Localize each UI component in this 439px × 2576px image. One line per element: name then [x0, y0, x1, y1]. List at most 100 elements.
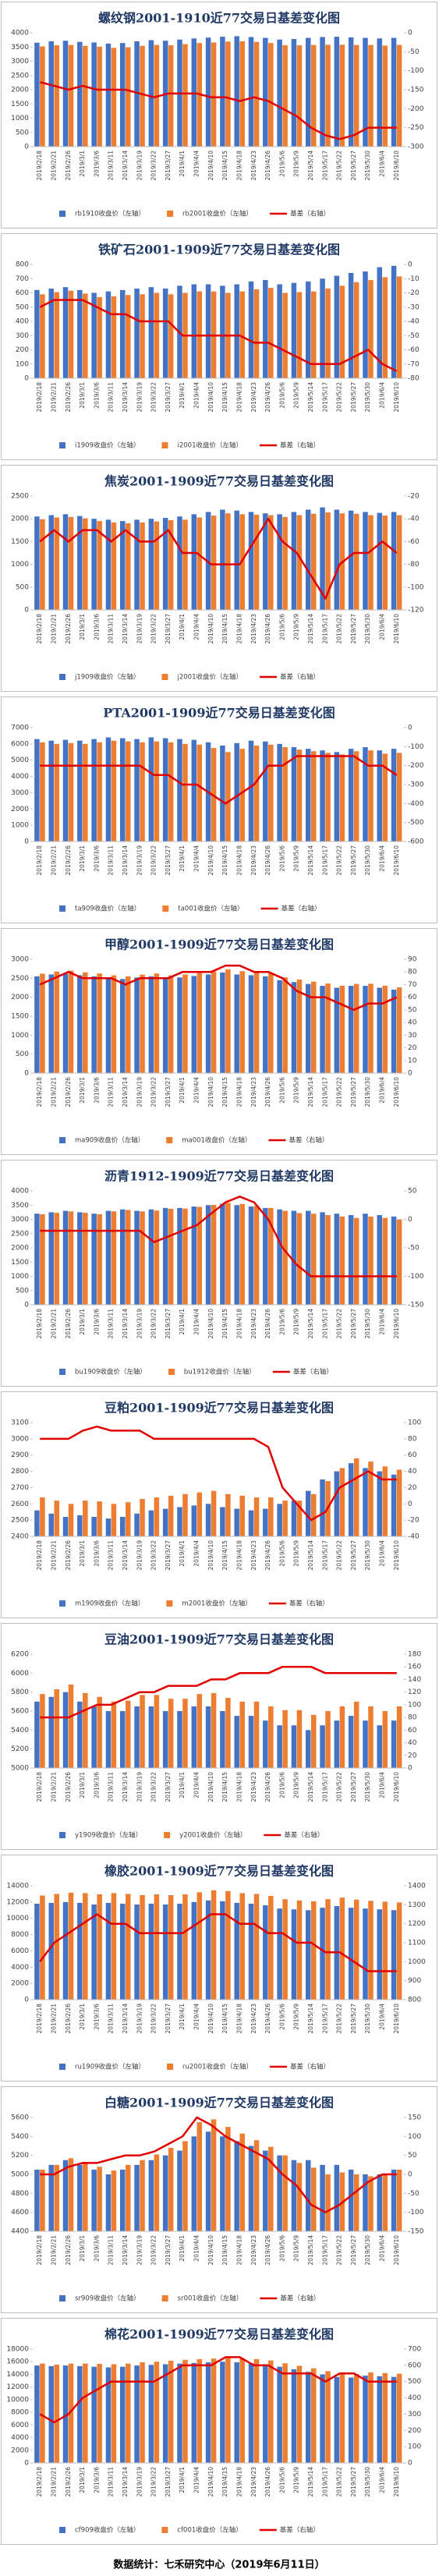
y-tick-label: 0	[24, 838, 29, 846]
y-tick-label: 2900	[11, 1451, 29, 1459]
y-tick-label: 0	[24, 144, 29, 151]
x-tick-label: 2019/4/10	[207, 2004, 214, 2034]
bar	[105, 1711, 112, 1768]
bar	[225, 752, 231, 842]
line	[40, 1196, 397, 1277]
bar	[291, 512, 297, 610]
y2-tick-label: -200	[408, 762, 424, 770]
y2-tick-label: 40	[408, 1468, 417, 1476]
bar	[91, 1904, 97, 2000]
bar	[211, 2358, 217, 2463]
bar	[311, 1214, 317, 1305]
x-tick-label: 2019/3/11	[108, 1540, 115, 1571]
y-tick-label: 4000	[11, 1188, 29, 1196]
bar	[34, 289, 40, 378]
y2-tick-label: -80	[408, 561, 420, 569]
y2-tick-label: -300	[408, 781, 424, 789]
y-tick-label: 4800	[11, 2190, 29, 2198]
bar	[111, 1504, 117, 1536]
bar	[111, 740, 117, 842]
bar	[48, 1696, 54, 1768]
bar	[320, 1725, 325, 1768]
x-tick-label: 2019/2/26	[65, 1077, 72, 1107]
bar	[126, 741, 131, 842]
bar	[54, 1213, 59, 1305]
bar	[83, 1213, 88, 1305]
bar	[334, 2164, 340, 2231]
y-tick-label: 200	[16, 346, 29, 354]
y-tick-label: 14000	[6, 2371, 29, 2379]
bar	[34, 976, 40, 1073]
legend-swatch	[162, 905, 169, 912]
legend-swatch	[59, 1137, 65, 1143]
legend-label: rb1910收盘价（左轴）	[75, 210, 145, 218]
bar	[396, 276, 402, 378]
bar	[334, 37, 340, 147]
bar	[111, 2364, 117, 2463]
bar	[83, 518, 88, 610]
x-tick-label: 2019/3/11	[108, 2235, 115, 2266]
y2-tick-label: -120	[408, 607, 424, 615]
footer: 数据统计：七禾研究中心（2019年6月11日）	[113, 2559, 324, 2571]
x-tick-label: 2019/5/9	[293, 1309, 300, 1335]
bar	[306, 281, 311, 378]
x-tick-label: 2019/3/22	[150, 2467, 158, 2497]
bar	[311, 751, 317, 842]
bar	[296, 1900, 303, 2000]
legend-label: ru1909收盘价（左轴）	[75, 2063, 145, 2071]
bar	[377, 1215, 383, 1305]
y-tick-label: 16000	[6, 2358, 29, 2366]
legend-swatch	[168, 1369, 175, 1375]
y2-tick-label: 600	[408, 2362, 421, 2369]
bar	[239, 291, 245, 378]
bar	[296, 1710, 303, 1768]
bar	[363, 2174, 368, 2231]
bar	[168, 2147, 174, 2231]
y2-tick-label: 0	[408, 1070, 412, 1078]
y-tick-label: 5200	[11, 1745, 29, 1753]
bar	[91, 292, 97, 378]
bar	[68, 970, 74, 1073]
x-tick-label: 2019/5/22	[336, 2235, 343, 2266]
x-tick-label: 2019/3/1	[79, 2004, 86, 2030]
bar	[91, 519, 97, 610]
x-tick-label: 2019/4/23	[250, 2467, 257, 2497]
bar	[396, 44, 402, 147]
x-tick-label: 2019/3/6	[93, 1077, 100, 1104]
x-tick-label: 2019/4/15	[221, 2004, 228, 2034]
y2-tick-label: -150	[408, 87, 424, 94]
bar	[320, 1212, 325, 1305]
bar	[111, 975, 117, 1073]
y-tick-label: 500	[16, 583, 29, 591]
x-tick-label: 2019/5/14	[307, 2235, 314, 2266]
bar	[320, 1479, 325, 1536]
bar	[162, 978, 168, 1073]
bar	[368, 750, 374, 842]
x-tick-label: 2019/3/6	[93, 382, 100, 409]
bar	[205, 284, 211, 378]
bar	[291, 747, 297, 842]
chart-title: 螺纹钢2001-1910近77交易日基差变化图	[98, 11, 340, 26]
x-tick-label: 2019/3/11	[108, 382, 115, 413]
bar	[154, 2154, 160, 2231]
bar	[311, 1494, 317, 1536]
bar	[40, 2169, 45, 2231]
bar	[253, 1701, 260, 1768]
x-tick-label: 2019/3/19	[136, 2235, 143, 2266]
bar	[191, 739, 197, 842]
x-tick-label: 2019/4/4	[193, 1772, 200, 1798]
x-tick-label: 2019/3/11	[108, 1772, 115, 1802]
x-tick-label: 2019/6/10	[393, 614, 400, 644]
x-tick-label: 2019/3/19	[136, 1309, 143, 1339]
x-tick-label: 2019/2/26	[65, 1540, 72, 1571]
y-tick-label: 1500	[11, 1259, 29, 1267]
bar	[377, 987, 383, 1073]
bar	[306, 1910, 311, 2000]
x-tick-label: 2019/3/14	[122, 1772, 129, 1802]
y-tick-label: 12000	[6, 2383, 29, 2391]
x-tick-label: 2019/3/11	[108, 845, 115, 876]
bar	[196, 517, 203, 610]
bar	[348, 1716, 354, 1768]
bar	[126, 47, 131, 147]
y2-tick-label: -100	[408, 1273, 424, 1281]
